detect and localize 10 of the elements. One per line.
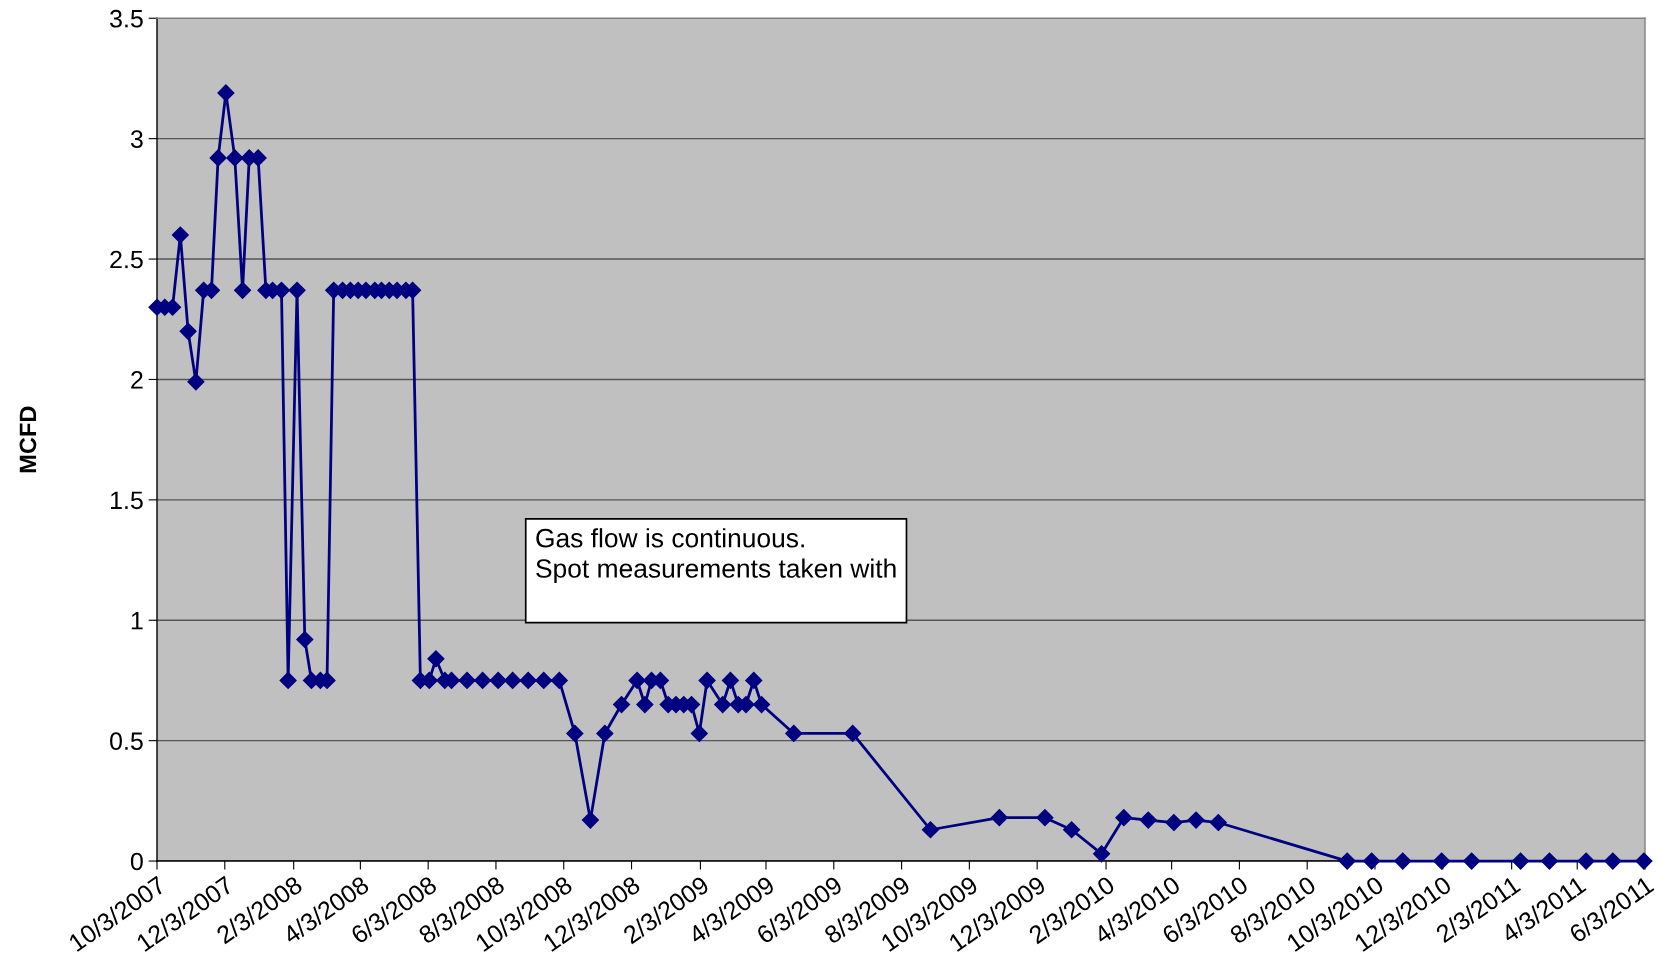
y-tick-label: 2.5 bbox=[110, 250, 143, 269]
y-tick-label: 1.5 bbox=[110, 491, 143, 510]
y-tick-label: 3 bbox=[130, 130, 143, 148]
annotation: Gas flow is continuous. Spot measurements taken with bbox=[536, 528, 896, 584]
y-tick-label: 2 bbox=[131, 371, 143, 389]
y-tick-label: 3.5 bbox=[110, 9, 143, 28]
y-tick-label: 1 bbox=[131, 612, 143, 630]
y-axis-title: MCFD bbox=[19, 406, 37, 473]
y-tick-label: 0.5 bbox=[110, 732, 143, 750]
y-tick-label: 0 bbox=[130, 852, 143, 871]
